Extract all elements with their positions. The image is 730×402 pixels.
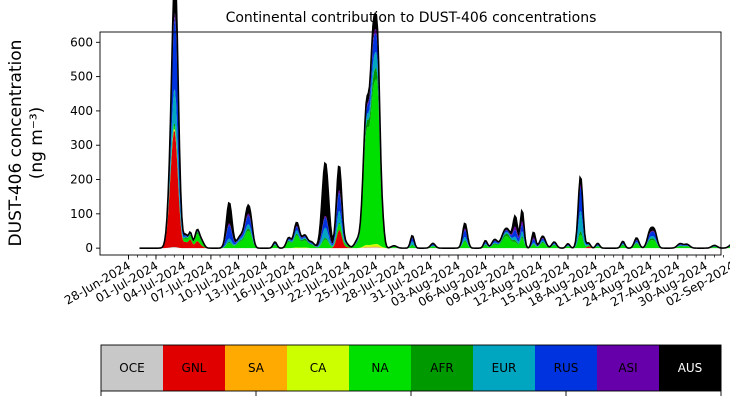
- legend-swatch-aus: [659, 345, 722, 391]
- y-tick-label: 500: [70, 70, 93, 84]
- legend-swatch-asi: [597, 345, 660, 391]
- chart-title: Continental contribution to DUST-406 con…: [226, 10, 597, 26]
- total-line: [139, 0, 730, 249]
- y-tick-label: 100: [70, 207, 93, 221]
- legend-label-oce: OCE: [119, 361, 144, 375]
- plot-background: [100, 32, 721, 255]
- legend-swatch-rus: [535, 345, 598, 391]
- legend-swatch-sa: [225, 345, 288, 391]
- legend: OCE GNL SA CA NA AFR EUR RUS ASI AUS: [100, 344, 722, 396]
- legend-swatch-gnl: [163, 345, 226, 391]
- y-axis-label-line2: (ng m⁻³): [27, 107, 47, 180]
- y-tick-label: 600: [70, 35, 93, 49]
- y-tick-label: 300: [70, 138, 93, 152]
- legend-label-rus: RUS: [554, 361, 579, 375]
- legend-label-ca: CA: [310, 361, 327, 375]
- legend-label-asi: ASI: [618, 361, 637, 375]
- legend-swatch-ca: [287, 345, 350, 391]
- legend-swatch-oce: [101, 345, 164, 391]
- y-axis-label-line1: DUST-406 concentration: [6, 40, 26, 247]
- y-tick-label: 200: [70, 173, 93, 187]
- legend-swatch-afr: [411, 345, 474, 391]
- legend-label-aus: AUS: [678, 361, 703, 375]
- legend-swatch-eur: [473, 345, 536, 391]
- legend-label-na: NA: [371, 361, 389, 375]
- legend-label-afr: AFR: [430, 361, 453, 375]
- y-tick-label: 400: [70, 104, 93, 118]
- y-axis: 0 100 200 300 400 500 600: [70, 35, 100, 255]
- legend-label-eur: EUR: [492, 361, 517, 375]
- plot-area: [99, 0, 730, 256]
- y-tick-label: 0: [85, 241, 93, 255]
- x-axis: 28-Jun-202401-Jul-202404-Jul-202407-Jul-…: [62, 255, 730, 309]
- legend-label-sa: SA: [248, 361, 265, 375]
- legend-label-gnl: GNL: [182, 361, 207, 375]
- plot-frame: [99, 31, 722, 256]
- legend-swatch-na: [349, 345, 412, 391]
